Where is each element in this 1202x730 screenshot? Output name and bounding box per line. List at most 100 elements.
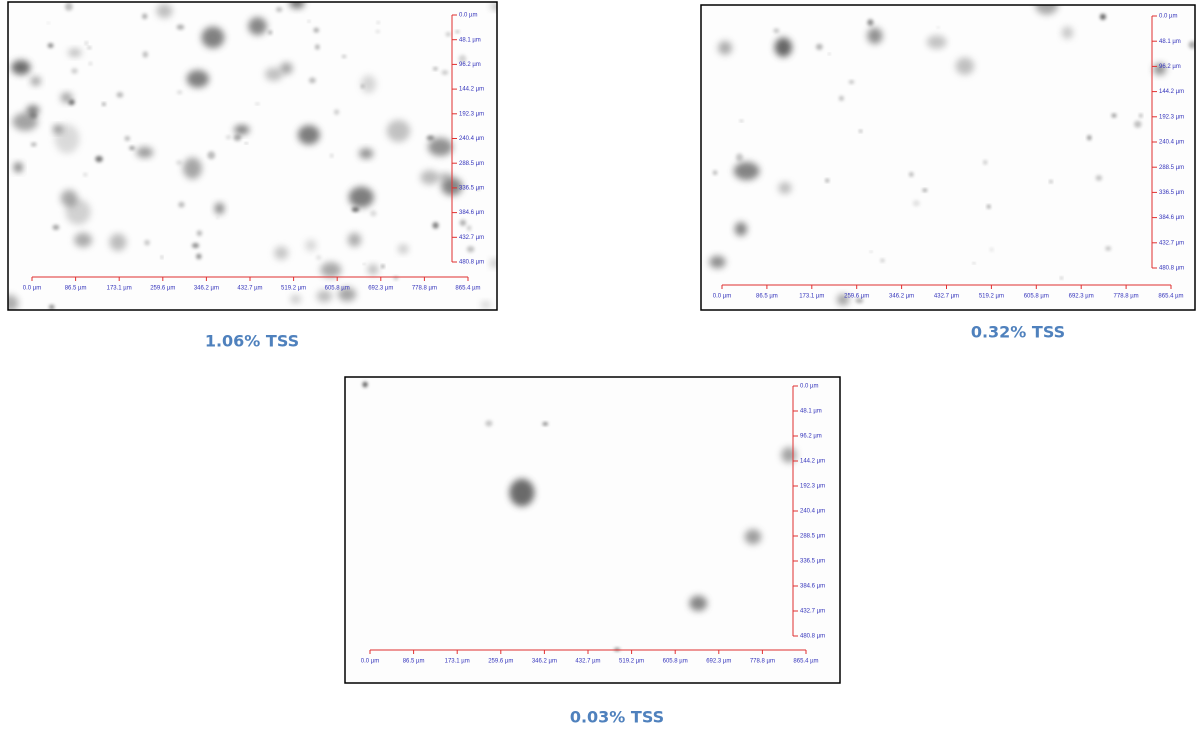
particle	[217, 217, 219, 219]
figure: 0.0 µm48.1 µm96.2 µm144.2 µm192.3 µm240.…	[0, 0, 1202, 730]
particle	[14, 163, 23, 173]
particle	[187, 70, 209, 88]
particle	[433, 67, 437, 70]
x-scale-label: 0.0 µm	[361, 659, 379, 665]
particle	[248, 17, 267, 35]
particle	[909, 172, 913, 176]
particle	[481, 301, 491, 308]
particle	[109, 234, 126, 251]
particle	[321, 262, 342, 277]
x-scale-label: 865.4 µm	[455, 286, 480, 292]
particle	[467, 225, 471, 230]
particle	[196, 254, 201, 260]
y-scale-label: 432.7 µm	[1159, 240, 1184, 246]
y-scale-label: 96.2 µm	[1159, 64, 1181, 70]
y-scale-label: 0.0 µm	[459, 13, 477, 19]
particle	[102, 103, 105, 106]
x-scale-label: 432.7 µm	[934, 294, 959, 300]
particle	[27, 105, 39, 115]
particle	[215, 203, 225, 214]
particle	[308, 20, 310, 22]
y-scale-label: 0.0 µm	[800, 384, 818, 390]
particle	[849, 80, 854, 83]
y-scale-label: 432.7 µm	[800, 609, 825, 615]
particle	[89, 62, 92, 65]
particle	[116, 92, 123, 98]
particle	[778, 182, 791, 194]
particle	[161, 256, 163, 258]
particle	[201, 27, 224, 49]
x-scale-label: 259.6 µm	[844, 294, 869, 300]
x-scale-label: 86.5 µm	[403, 659, 425, 665]
particle	[61, 190, 78, 207]
caption: 0.32% TSS	[971, 323, 1065, 342]
particle	[870, 251, 872, 252]
particle	[177, 25, 185, 30]
x-scale-label: 346.2 µm	[532, 659, 557, 665]
particle	[234, 125, 249, 134]
y-scale-label: 384.6 µm	[800, 584, 825, 590]
y-scale-label: 96.2 µm	[459, 62, 481, 68]
y-scale-label: 480.8 µm	[800, 634, 825, 640]
particle	[983, 160, 986, 164]
particle	[125, 136, 130, 141]
particle	[745, 529, 762, 544]
x-scale-label: 605.8 µm	[1024, 294, 1049, 300]
particle	[1050, 180, 1053, 183]
y-scale-label: 336.5 µm	[1159, 190, 1184, 196]
particle	[156, 4, 172, 18]
y-scale-label: 480.8 µm	[459, 260, 484, 266]
particle	[867, 19, 873, 26]
particle	[53, 125, 63, 133]
particle	[427, 135, 435, 140]
y-scale-label: 48.1 µm	[800, 409, 822, 415]
y-scale-label: 192.3 µm	[1159, 114, 1184, 120]
particle	[71, 68, 78, 74]
particle	[987, 205, 990, 209]
x-scale-label: 778.8 µm	[412, 286, 437, 292]
particle	[31, 77, 41, 86]
particle	[342, 55, 346, 58]
particle	[256, 103, 260, 105]
particle	[377, 21, 380, 23]
particle	[718, 41, 732, 55]
particle	[713, 171, 717, 175]
particle	[136, 147, 153, 158]
y-scale-label: 384.6 µm	[1159, 215, 1184, 221]
particle	[309, 77, 316, 83]
particle	[456, 30, 460, 33]
y-scale-label: 480.8 µm	[1159, 266, 1184, 272]
particle	[192, 243, 199, 248]
particle	[485, 420, 492, 426]
y-scale-label: 144.2 µm	[800, 459, 825, 465]
x-scale-label: 0.0 µm	[23, 286, 41, 292]
particle	[432, 222, 438, 228]
y-scale-label: 336.5 µm	[800, 559, 825, 565]
particle	[740, 120, 743, 122]
particle	[334, 109, 339, 114]
particle	[398, 245, 408, 254]
particle	[370, 210, 377, 216]
particle	[95, 156, 103, 162]
y-scale-label: 48.1 µm	[1159, 39, 1181, 45]
particle	[881, 259, 885, 262]
particle	[825, 179, 828, 182]
particle	[1139, 114, 1142, 118]
x-scale-label: 519.2 µm	[281, 286, 306, 292]
x-scale-label: 865.4 µm	[793, 659, 818, 665]
particle	[990, 248, 993, 252]
particle	[1062, 27, 1073, 39]
particle	[61, 93, 73, 103]
y-scale-label: 288.5 µm	[459, 161, 484, 167]
particle	[773, 28, 779, 32]
particle	[438, 172, 452, 181]
particle	[381, 265, 384, 268]
caption: 0.03% TSS	[570, 708, 664, 727]
x-scale-label: 173.1 µm	[445, 659, 470, 665]
image-background	[8, 2, 497, 310]
x-scale-label: 605.8 µm	[663, 659, 688, 665]
x-scale-label: 432.7 µm	[237, 286, 262, 292]
x-scale-label: 432.7 µm	[575, 659, 600, 665]
particle	[420, 170, 438, 184]
x-scale-label: 86.5 µm	[65, 286, 87, 292]
